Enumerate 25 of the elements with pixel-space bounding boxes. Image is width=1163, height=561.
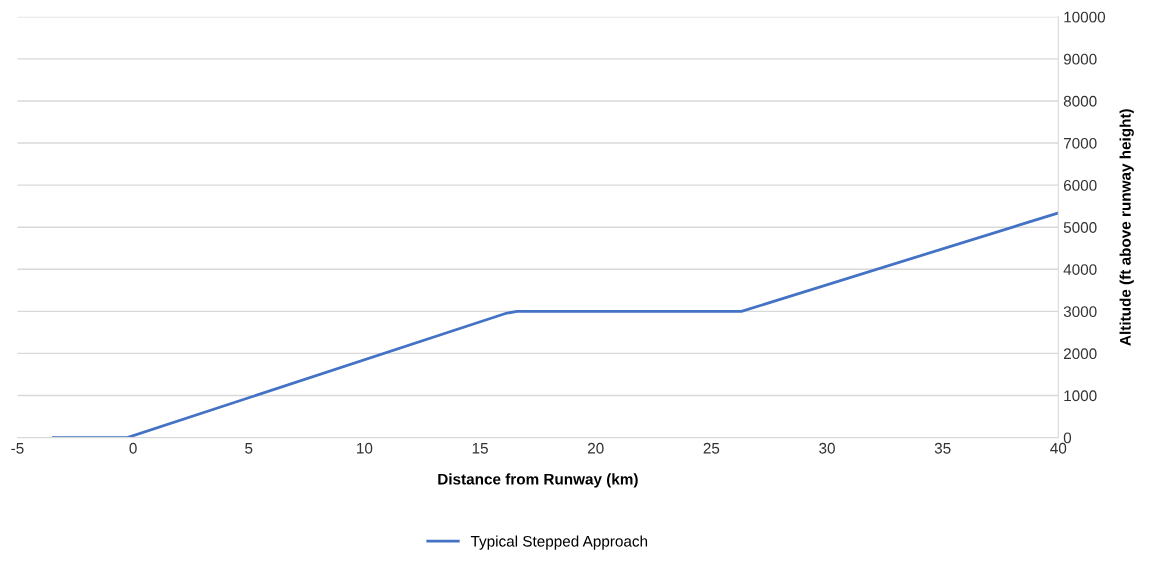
legend-label: Typical Stepped Approach xyxy=(470,535,648,550)
x-tick-label: 35 xyxy=(934,442,951,454)
x-tick-label: 25 xyxy=(703,442,720,454)
x-tick-label: 10 xyxy=(357,442,373,454)
y-tick-label: 3000 xyxy=(1063,306,1097,318)
x-tick-label: 5 xyxy=(245,443,253,454)
y-tick-label: 5000 xyxy=(1063,222,1097,233)
x-tick-label: 40 xyxy=(1050,442,1067,454)
x-tick-label: 30 xyxy=(819,442,835,454)
y-tick-label: 8000 xyxy=(1063,95,1097,107)
x-tick-label: -5 xyxy=(11,443,24,454)
x-tick-label: 0 xyxy=(129,442,137,454)
y-tick-label: 1000 xyxy=(1064,390,1097,402)
y-tick-label: 6000 xyxy=(1063,180,1097,191)
y-tick-label: 10000 xyxy=(1064,11,1106,23)
y-tick-label: 4000 xyxy=(1063,264,1097,275)
y-axis-title: Altitude (ft above runway height) xyxy=(1119,109,1134,346)
x-tick-label: 20 xyxy=(587,442,604,454)
y-tick-label: 2000 xyxy=(1063,348,1097,360)
y-tick-label: 0 xyxy=(1063,432,1072,444)
x-tick-label: 15 xyxy=(472,443,488,454)
x-axis-title: Distance from Runway (km) xyxy=(438,473,638,488)
line-series xyxy=(51,211,1059,438)
y-tick-label: 9000 xyxy=(1063,53,1097,65)
y-tick-label: 7000 xyxy=(1063,137,1097,149)
